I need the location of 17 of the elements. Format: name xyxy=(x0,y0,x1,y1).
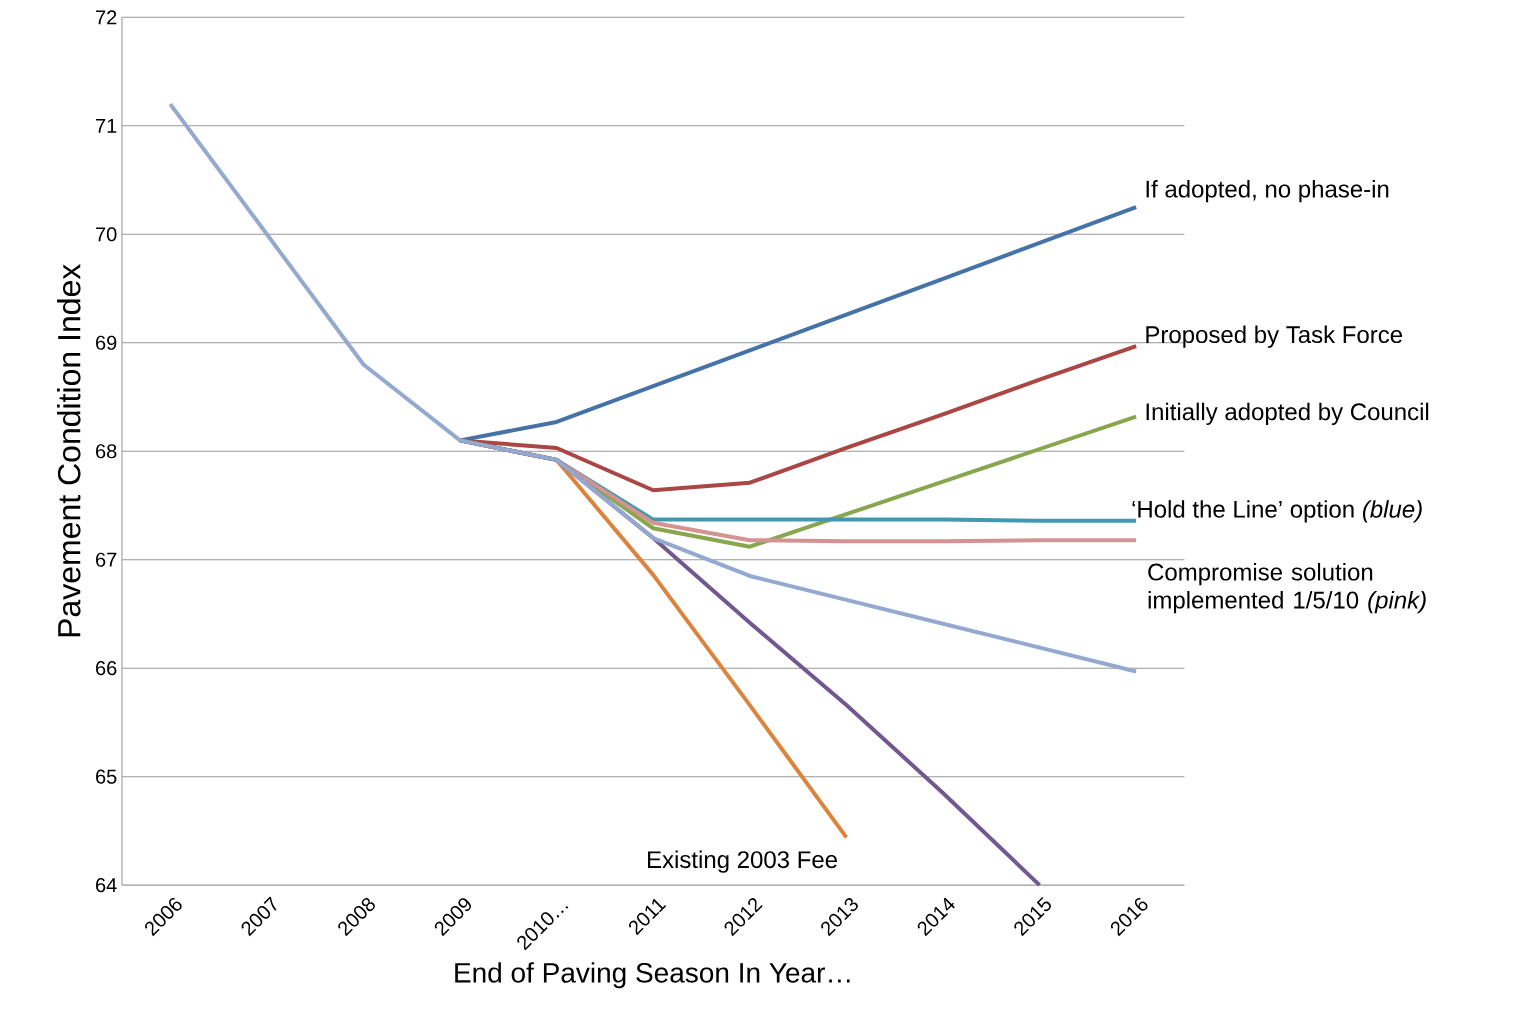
x-axis-title: End of Paving Season In Year… xyxy=(455,962,850,989)
y-tick-label: 68 xyxy=(96,444,117,459)
y-tick-label: 67 xyxy=(96,552,117,567)
y-tick-label: 65 xyxy=(96,769,117,784)
series-label: Initially adopted by Council xyxy=(1146,402,1429,425)
series-label: If adopted, no phase-in xyxy=(1146,179,1389,203)
series-label: Existing 2003 Fee xyxy=(648,850,837,873)
y-tick-label: 66 xyxy=(96,661,117,676)
series-label: Proposed by Task Force xyxy=(1146,325,1403,348)
y-axis-title: Pavement Condition Index xyxy=(57,263,81,637)
series-label: Compromise solution implemented 1/5/10 (pink) xyxy=(1148,562,1426,614)
series-label: ‘Hold the Line’ option (blue) xyxy=(1132,500,1422,523)
y-tick-label: 64 xyxy=(96,878,117,893)
y-tick-label: 70 xyxy=(96,227,117,242)
y-tick-label: 69 xyxy=(96,335,117,350)
y-tick-label: 71 xyxy=(96,118,117,133)
y-tick-label: 72 xyxy=(96,10,117,25)
